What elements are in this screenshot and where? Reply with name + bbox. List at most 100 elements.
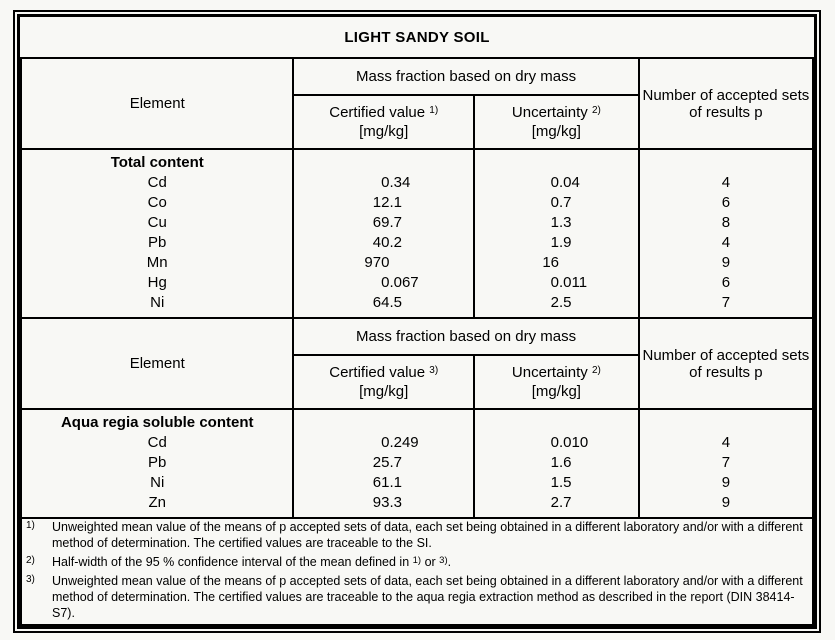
- fraction-part: .1: [389, 194, 402, 211]
- title-section: LIGHT SANDY SOIL: [21, 17, 813, 59]
- certified-value-cell: 12.1: [292, 193, 475, 213]
- footnote-ref-2-icon: 2): [591, 365, 601, 376]
- integer-part: 0: [550, 174, 559, 191]
- element-cell: Ni: [19, 473, 295, 493]
- element-cell: Zn: [19, 493, 295, 518]
- table-row: Hg 0.067 0.011 6: [19, 273, 815, 293]
- fraction-part: .7: [389, 214, 402, 231]
- group-label-spacer: [292, 149, 475, 173]
- fraction-part: .04: [559, 174, 580, 191]
- fraction-part: .7: [559, 194, 572, 211]
- group-label-spacer: [637, 409, 815, 433]
- uncertainty-unit: [mg/kg]: [531, 383, 581, 400]
- fraction-part: .34: [389, 174, 411, 191]
- footnotes: 1) Unweighted mean value of the means of…: [20, 517, 814, 626]
- certified-value-unit: [mg/kg]: [359, 123, 409, 140]
- fraction-part: .7: [389, 454, 402, 471]
- element-cell: Pb: [19, 233, 295, 253]
- element-cell: Co: [19, 193, 295, 213]
- uncertainty-cell: 1.5: [473, 473, 640, 493]
- column-header-accepted-sets: Number of accepted sets of results p: [637, 57, 815, 150]
- group-label-spacer: [473, 149, 640, 173]
- table-title: LIGHT SANDY SOIL: [21, 17, 813, 59]
- accepted-sets-cell: 7: [637, 293, 815, 318]
- accepted-sets-cell: 9: [637, 253, 815, 273]
- fraction-part: .1: [389, 474, 402, 491]
- uncertainty-label: Uncertainty: [511, 364, 588, 381]
- table-row: Ni 61.1 1.5 9: [19, 473, 815, 493]
- certified-value-cell: 25.7: [292, 453, 475, 473]
- accepted-sets-cell: 6: [637, 273, 815, 293]
- integer-part: 1: [550, 234, 559, 251]
- integer-part: 93: [372, 494, 390, 511]
- certified-value-cell: 40.2: [292, 233, 475, 253]
- accepted-sets-cell: 7: [637, 453, 815, 473]
- column-header-element: Element: [19, 57, 295, 150]
- footnotes-row: 1) Unweighted mean value of the means of…: [20, 517, 814, 626]
- header-row-2: Certified value 1) [mg/kg] Uncertainty 2…: [21, 94, 813, 150]
- uncertainty-cell: 0.7: [473, 193, 640, 213]
- certified-values-table: LIGHT SANDY SOIL Element Mass fraction b…: [19, 17, 815, 626]
- uncertainty-cell: 1.6: [473, 453, 640, 473]
- uncertainty-label: Uncertainty: [511, 104, 588, 121]
- uncertainty-cell: 2.5: [473, 293, 640, 318]
- table-row: Pb 25.7 1.6 7: [19, 453, 815, 473]
- column-header-element: Element: [19, 317, 295, 410]
- footnote-2-marker: 2): [26, 555, 35, 566]
- integer-part: 40: [372, 234, 390, 251]
- table-row: Cd 0 .34 0.04 4: [19, 173, 815, 193]
- fraction-part: .011: [559, 274, 588, 291]
- footnote-3-marker: 3): [26, 574, 35, 585]
- column-header-uncertainty: Uncertainty 2) [mg/kg]: [473, 94, 640, 150]
- accepted-sets-cell: 4: [637, 233, 815, 253]
- integer-part: 0: [381, 274, 390, 291]
- header-section-aqua-regia: Element Mass fraction based on dry mass …: [19, 317, 815, 410]
- table-row: Cu 69.7 1.3 8: [19, 213, 815, 233]
- certified-value-cell: 61.1: [292, 473, 475, 493]
- footnote-2: 2) Half-width of the 95 % confidence int…: [22, 554, 812, 570]
- integer-part: 0: [550, 194, 559, 211]
- certified-value-cell: 0.249: [292, 433, 475, 453]
- group-label-spacer: [637, 149, 815, 173]
- table-row: Cd 0.249 0.010 4: [19, 433, 815, 453]
- integer-part: 61: [372, 474, 390, 491]
- table-row: Mn 970 16 9: [19, 253, 815, 273]
- table-row: Pb 40.2 1.9 4: [19, 233, 815, 253]
- fraction-part: .249: [389, 434, 419, 451]
- integer-part: 12: [372, 194, 390, 211]
- footnote-2-text: Half-width of the 95 % confidence interv…: [52, 555, 452, 569]
- integer-part: 1: [550, 214, 559, 231]
- data-section-aqua-regia: Aqua regia soluble content Cd 0.249 0.010 4 P…: [19, 409, 815, 518]
- footnotes-section: 1) Unweighted mean value of the means of…: [20, 517, 814, 626]
- certified-value-label: Certified value: [329, 104, 426, 121]
- integer-part: 64: [372, 294, 390, 311]
- element-cell: Pb: [19, 453, 295, 473]
- uncertainty-cell: 0.04: [473, 173, 640, 193]
- integer-part: 2: [550, 494, 559, 511]
- accepted-sets-cell: 4: [637, 173, 815, 193]
- column-header-accepted-sets: Number of accepted sets of results p: [637, 317, 815, 410]
- certified-value-label: Certified value: [329, 364, 426, 381]
- uncertainty-cell: 2.7: [473, 493, 640, 518]
- column-header-certified-value: Certified value 1) [mg/kg]: [292, 94, 475, 150]
- element-cell: Hg: [19, 273, 295, 293]
- fraction-part: .067: [389, 274, 419, 291]
- table-row: Zn 93.3 2.7 9: [19, 493, 815, 518]
- integer-part: 1: [550, 474, 559, 491]
- uncertainty-cell: 16: [473, 253, 640, 273]
- certified-value-cell: 0.067: [292, 273, 475, 293]
- certified-value-unit: [mg/kg]: [359, 383, 409, 400]
- uncertainty-cell: 1.3: [473, 213, 640, 233]
- integer-part: 2: [550, 294, 559, 311]
- group-label-spacer: [292, 409, 475, 433]
- table-row: Co 12.1 0.7 6: [19, 193, 815, 213]
- integer-part: 0: [381, 434, 390, 451]
- table-inner-frame: LIGHT SANDY SOIL Element Mass fraction b…: [17, 14, 817, 629]
- element-cell: Cd: [19, 173, 295, 193]
- element-cell: Mn: [19, 253, 295, 273]
- uncertainty-cell: 0.011: [473, 273, 640, 293]
- column-header-certified-value: Certified value 3) [mg/kg]: [292, 354, 475, 410]
- uncertainty-cell: 0.010: [473, 433, 640, 453]
